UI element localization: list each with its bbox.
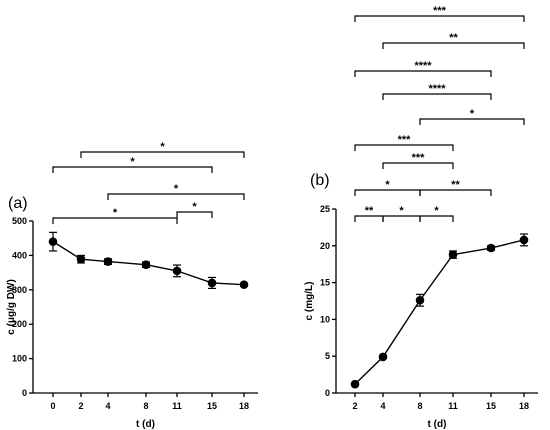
chart2-y-tick-label: 10 xyxy=(320,314,330,324)
chart2-y-tick-label: 5 xyxy=(325,351,330,361)
chart1-significance-bracket xyxy=(52,166,213,173)
chart1-significance-bracket xyxy=(80,151,245,158)
chart2-significance-label: ** xyxy=(365,205,374,217)
chart1-data-point xyxy=(239,280,249,289)
chart2-y-axis-label: c (mg/L) xyxy=(304,282,315,321)
chart1-y-tick-label: 100 xyxy=(12,354,27,364)
chart1-significance-label: * xyxy=(192,201,197,213)
chart1-panel-label: (a) xyxy=(8,195,28,212)
chart2-significance-bracket xyxy=(419,189,492,196)
chart1-significance-label: * xyxy=(113,207,118,219)
chart2-x-tick-label: 8 xyxy=(417,401,422,411)
chart1-x-tick-label: 2 xyxy=(78,401,83,411)
chart2-x-tick-label: 4 xyxy=(380,401,385,411)
chart2-significance-bracket xyxy=(354,70,492,77)
chart2-significance-label: **** xyxy=(428,83,446,95)
chart1-x-tick-label: 8 xyxy=(143,401,148,411)
chart2-significance-label: * xyxy=(399,205,404,217)
chart1-y-tick-label: 400 xyxy=(12,250,27,260)
chart2-data-point xyxy=(378,352,388,362)
chart2-data-point xyxy=(415,295,425,305)
chart1-data-point xyxy=(76,254,86,264)
chart2-x-tick-label: 15 xyxy=(486,401,496,411)
chart2-significance-bracket xyxy=(419,215,454,222)
chart2-significance-label: **** xyxy=(414,60,432,72)
chart2-x-tick-label: 11 xyxy=(448,401,458,411)
chart2-x-tick-label: 2 xyxy=(352,401,357,411)
chart1-significance-label: * xyxy=(130,156,135,168)
chart1-x-tick-label: 18 xyxy=(239,401,249,411)
chart2-significance-bracket xyxy=(382,162,454,169)
chart1-data-point xyxy=(141,260,151,269)
chart1-y-tick-label: 0 xyxy=(22,388,27,398)
chart1-y-tick-label: 200 xyxy=(12,319,27,329)
chart1-significance-label: * xyxy=(160,141,165,153)
chart2-significance-bracket xyxy=(382,42,525,49)
chart2-significance-label: ** xyxy=(451,179,460,191)
chart2-y-tick-label: 15 xyxy=(320,278,330,288)
chart1-data-point xyxy=(103,257,113,266)
chart2-significance-label: * xyxy=(434,205,439,217)
chart1-data-point xyxy=(172,266,182,276)
chart1-data-point xyxy=(48,237,58,246)
chart1-x-tick-label: 15 xyxy=(207,401,217,411)
chart1-significance-bracket xyxy=(176,211,213,218)
chart2-significance-label: *** xyxy=(433,5,447,17)
chart2-series-line xyxy=(354,239,525,385)
chart1-significance-label: * xyxy=(174,183,179,195)
chart1-significance-bracket xyxy=(52,217,178,224)
chart2-significance-label: ** xyxy=(449,32,458,44)
chart2-significance-bracket xyxy=(354,15,525,22)
chart2-data-point xyxy=(350,379,360,389)
chart2-significance-bracket xyxy=(419,118,525,125)
chart1-data-point xyxy=(207,278,217,288)
chart2-data-point xyxy=(519,235,529,245)
chart2-significance-bracket xyxy=(382,93,492,100)
chart2-significance-label: *** xyxy=(398,134,412,146)
chart2-y-tick-label: 20 xyxy=(320,241,330,251)
chart1-y-axis-label: c (μg/g DW) xyxy=(6,279,17,335)
chart2-significance-bracket xyxy=(354,144,454,151)
chart2-panel-label: (b) xyxy=(310,172,330,189)
chart2-data-point xyxy=(486,243,496,253)
chart2-significance-label: *** xyxy=(412,152,426,164)
chart2-y-tick-label: 0 xyxy=(325,388,330,398)
chart1-x-axis-label: t (d) xyxy=(136,419,155,430)
chart2-data-point xyxy=(448,250,458,259)
chart1-x-tick-label: 0 xyxy=(50,401,55,411)
chart2-x-tick-label: 18 xyxy=(519,401,529,411)
chart1-y-tick-label: 300 xyxy=(12,285,27,295)
chart2-y-tick-label: 25 xyxy=(320,204,330,214)
chart1-significance-bracket xyxy=(107,193,245,200)
chart1-x-tick-label: 4 xyxy=(105,401,110,411)
chart1-y-tick-label: 500 xyxy=(12,216,27,226)
chart2-significance-label: * xyxy=(385,179,390,191)
chart1-x-tick-label: 11 xyxy=(172,401,182,411)
chart2-x-axis-label: t (d) xyxy=(428,419,447,430)
chart2-significance-label: * xyxy=(470,108,475,120)
